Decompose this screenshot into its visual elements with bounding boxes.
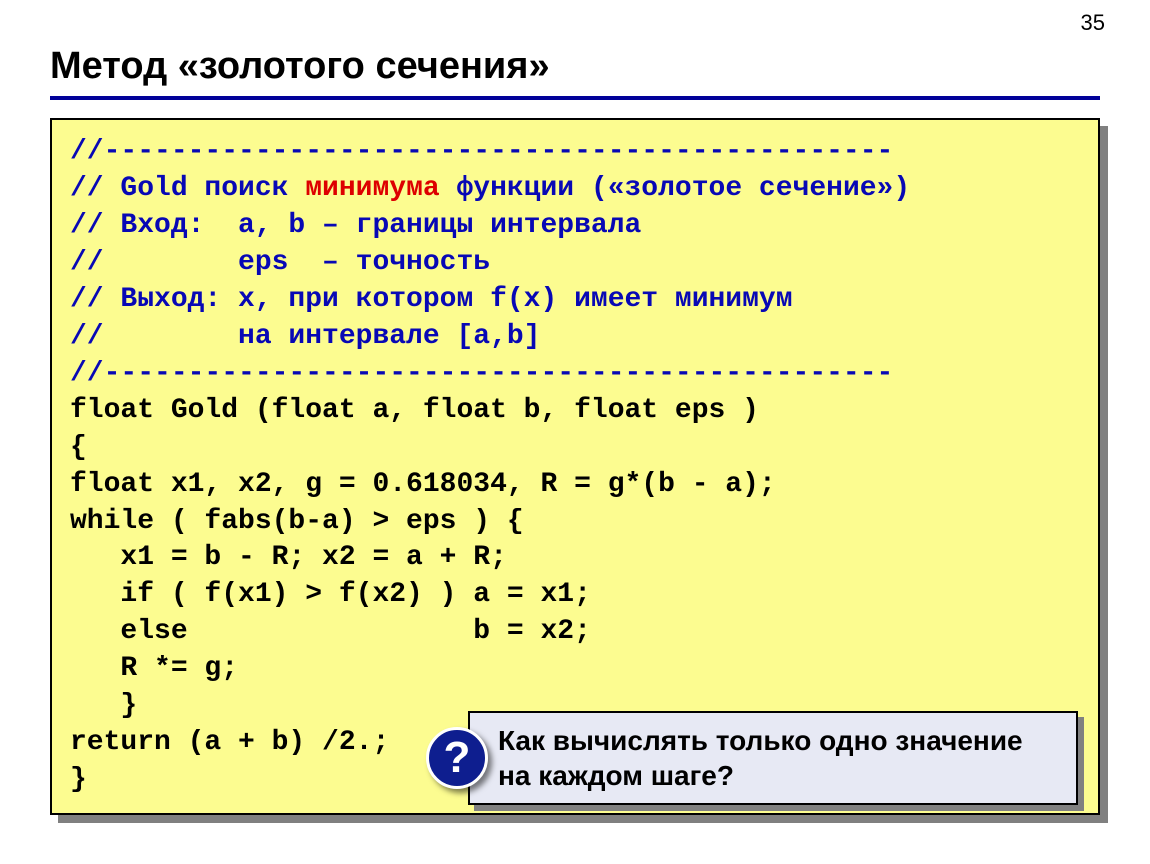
code-line: float x1, x2, g = 0.618034, R = g*(b - a…	[70, 469, 776, 500]
code-block: //--------------------------------------…	[50, 118, 1100, 815]
code-line: x1 = b - R; x2 = a + R;	[70, 542, 507, 573]
page-number: 35	[1081, 10, 1105, 36]
code-line: if ( f(x1) > f(x2) ) a = x1;	[70, 579, 591, 610]
callout-box-wrap: Как вычислять только одно значение на ка…	[468, 711, 1078, 805]
code-line: // Вход: a, b – границы интервала	[70, 210, 641, 241]
slide: 35 Метод «золотого сечения» //----------…	[0, 0, 1150, 864]
code-line: // eps – точность	[70, 247, 490, 278]
code-line: //--------------------------------------…	[70, 358, 893, 389]
code-line: while ( fabs(b-a) > eps ) {	[70, 506, 524, 537]
code-line: }	[70, 690, 137, 721]
code-line: //--------------------------------------…	[70, 136, 893, 167]
code-line: {	[70, 432, 87, 463]
question-icon: ?	[426, 727, 488, 789]
code-line: // на интервале [a,b]	[70, 321, 540, 352]
callout: ? Как вычислять только одно значение на …	[426, 711, 1078, 805]
code-line: // Gold поиск минимума функции («золотое…	[70, 173, 910, 204]
title-rule	[50, 96, 1100, 100]
code-line: float Gold (float a, float b, float eps …	[70, 395, 759, 426]
callout-text: Как вычислять только одно значение на ка…	[468, 711, 1078, 805]
code-line: else b = x2;	[70, 616, 591, 647]
code-line: }	[70, 764, 87, 795]
code-line: R *= g;	[70, 653, 238, 684]
code-line: return (a + b) /2.;	[70, 727, 389, 758]
slide-title: Метод «золотого сечения»	[50, 45, 1100, 88]
code-line: // Выход: x, при котором f(x) имеет мини…	[70, 284, 793, 315]
